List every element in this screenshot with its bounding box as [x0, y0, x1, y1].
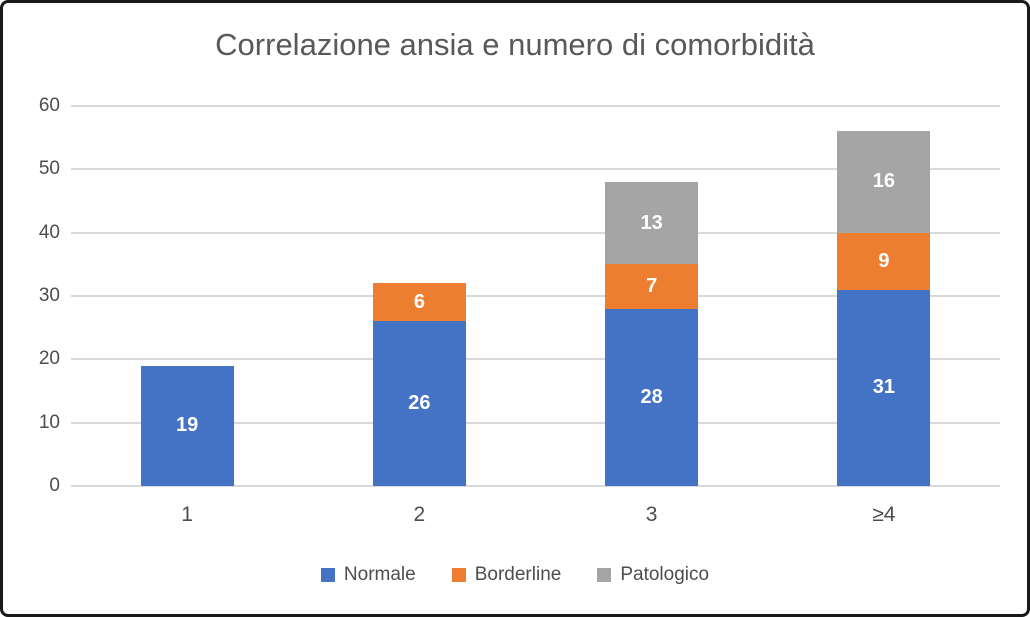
bar-segment-normale: 26 — [372, 321, 466, 486]
bar-segment-borderline: 7 — [605, 264, 699, 309]
legend-item-normale: Normale — [320, 564, 416, 586]
x-tick-label: 3 — [645, 503, 658, 526]
legend-item-borderline: Borderline — [451, 564, 562, 586]
bar-value-label: 13 — [640, 211, 663, 234]
gridline — [71, 421, 1000, 424]
y-tick-label: 10 — [38, 411, 60, 433]
bar-value-label: 19 — [176, 414, 199, 437]
legend-swatch-icon — [320, 568, 335, 582]
bar-segment-normale: 19 — [140, 365, 234, 486]
legend-label: Patologico — [620, 564, 710, 585]
x-tick-label: 1 — [181, 503, 193, 526]
y-tick-label: 20 — [38, 348, 60, 370]
bar-value-label: 9 — [878, 249, 890, 272]
legend: Normale Borderline Patologico — [3, 564, 1027, 586]
y-tick-label: 50 — [38, 158, 60, 180]
chart-title: Correlazione ansia e numero di comorbidi… — [215, 27, 815, 62]
legend-label: Normale — [343, 564, 416, 585]
bar-segment-patologico: 16 — [837, 131, 931, 233]
bar-value-label: 16 — [872, 170, 895, 193]
bar-segment-normale: 28 — [605, 308, 699, 486]
bar-segment-borderline: 6 — [372, 283, 466, 322]
gridline — [71, 231, 1000, 234]
y-tick-label: 0 — [49, 475, 60, 496]
bar-segment-patologico: 13 — [605, 182, 699, 265]
bar-segment-borderline: 9 — [837, 232, 931, 290]
bar-value-label: 28 — [640, 385, 663, 408]
y-tick-label: 40 — [38, 221, 60, 243]
bar-value-label: 26 — [408, 392, 431, 415]
bar-value-label: 31 — [872, 376, 895, 399]
bar-value-label: 6 — [413, 290, 425, 313]
x-tick-label: 2 — [413, 503, 426, 526]
x-tick-label: ≥4 — [872, 503, 896, 526]
y-tick-label: 30 — [38, 285, 60, 306]
bar-value-label: 7 — [646, 274, 658, 297]
gridline — [71, 168, 1000, 171]
legend-item-patologico: Patologico — [597, 564, 709, 586]
gridline — [71, 358, 1000, 361]
legend-swatch-icon — [451, 568, 466, 582]
bar-segment-normale: 31 — [837, 289, 931, 486]
legend-swatch-icon — [597, 568, 612, 582]
legend-label: Borderline — [474, 564, 562, 585]
gridline — [71, 105, 1000, 107]
gridline — [71, 485, 1000, 487]
gridline — [71, 295, 1000, 297]
y-tick-label: 60 — [38, 95, 60, 116]
